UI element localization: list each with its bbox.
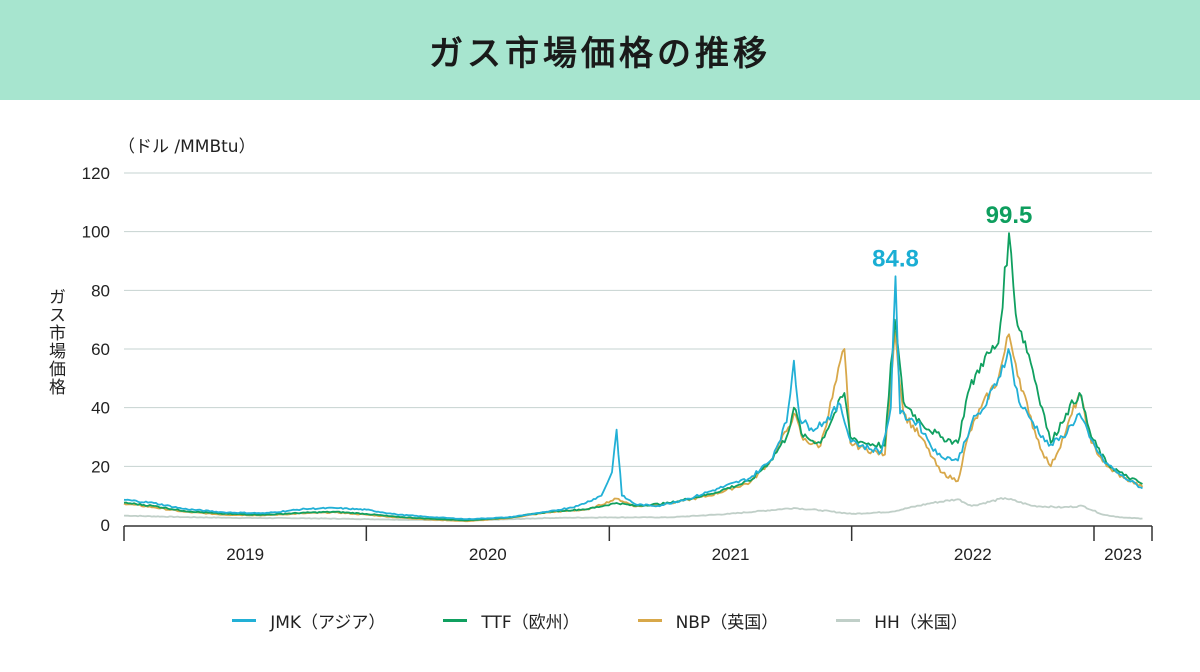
x-tick-label: 2019 [226,545,264,564]
legend-swatch [232,619,257,622]
x-tick-label: 2021 [712,545,750,564]
y-axis-unit: （ドル /MMBtu） [118,137,256,157]
legend-swatch [637,619,662,622]
header-banner: ガス市場価格の推移 [0,0,1200,100]
y-tick-label: 60 [91,340,110,359]
y-tick-label: 120 [82,164,110,183]
series-line-2 [123,330,1144,523]
peak-annotation: 99.5 [986,202,1033,229]
x-tick-label: 2020 [469,545,507,564]
y-tick-label: 0 [101,516,110,535]
legend-swatch [443,619,468,622]
page-title: ガス市場価格の推移 [429,33,771,74]
legend-item: TTF（欧州） [443,608,580,633]
y-tick-label: 80 [91,281,110,300]
series-line-1 [123,232,1143,522]
legend-item: HH（米国） [836,608,968,633]
legend-item: JMK（アジア） [232,608,385,633]
legend-label: TTF（欧州） [481,613,580,633]
y-axis-label: ガス市場価格 [45,288,65,396]
legend-item: NBP（英国） [637,608,779,633]
legend-label: NBP（英国） [675,613,779,633]
y-tick-label: 20 [91,457,110,476]
series-line-0 [123,275,1143,520]
legend-swatch [836,619,861,622]
legend: JMK（アジア） TTF（欧州） NBP（英国） HH（米国） [0,608,1200,633]
peak-annotation: 84.8 [872,245,919,272]
legend-label: HH（米国） [874,613,968,633]
legend-label: JMK（アジア） [270,613,386,633]
x-tick-label: 2022 [954,545,992,564]
series-line-3 [123,497,1143,522]
y-tick-label: 100 [82,223,110,242]
x-tick-label: 2023 [1104,545,1142,564]
y-tick-label: 40 [91,399,110,418]
